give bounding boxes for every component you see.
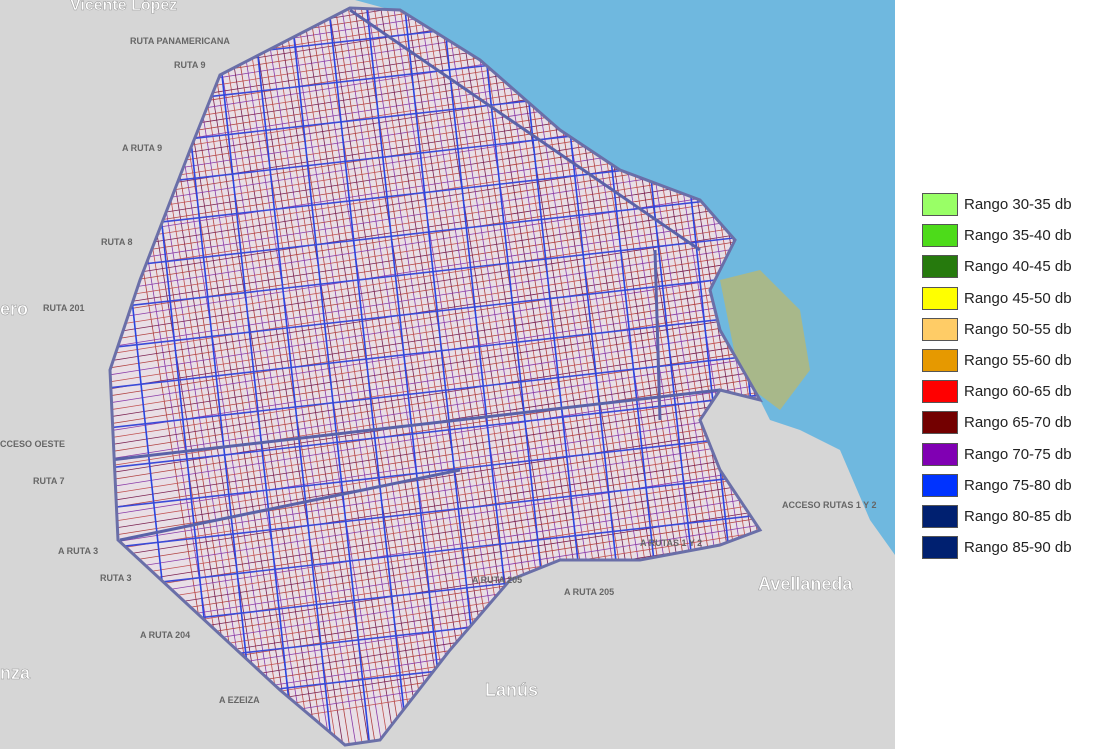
map-label: A RUTAS 1 Y 2 (640, 538, 702, 548)
legend-label: Rango 75-80 db (964, 476, 1072, 494)
legend-swatch (922, 442, 958, 466)
street (223, 8, 344, 745)
map-label: RUTA 9 (174, 60, 206, 70)
map-label: CCESO OESTE (0, 439, 65, 449)
legend-label: Rango 65-70 db (964, 414, 1072, 432)
street (281, 8, 403, 745)
city-border (108, 6, 764, 747)
river (355, 0, 895, 555)
highway (110, 388, 721, 462)
map-label: Vicente López (70, 0, 177, 14)
avenue (289, 8, 371, 745)
map-label: ero (0, 299, 28, 319)
legend-swatch (922, 286, 958, 310)
highway (653, 249, 662, 421)
map-label: RUTA 201 (43, 303, 85, 313)
legend-item: Rango 65-70 db (922, 411, 1072, 442)
legend-swatch (922, 380, 958, 404)
street (327, 8, 448, 745)
map-label: nza (0, 663, 31, 683)
street (110, 370, 760, 512)
map-label: A RUTA 9 (122, 143, 162, 153)
street (268, 8, 390, 745)
street (346, 8, 468, 745)
legend-item: Rango 75-80 db (922, 473, 1072, 505)
legend-label: Rango 85-90 db (964, 539, 1072, 557)
legend-item: Rango 70-75 db (922, 442, 1072, 474)
map-label: Lanús (485, 680, 538, 700)
legend-item: Rango 35-40 db (922, 224, 1072, 255)
street (242, 8, 364, 745)
street (190, 8, 312, 745)
legend-label: Rango 40-45 db (964, 258, 1072, 276)
highway (119, 468, 461, 542)
street (353, 8, 474, 745)
legend-item: Rango 80-85 db (922, 504, 1072, 536)
street (197, 8, 318, 745)
map-label: A EZEIZA (219, 695, 260, 705)
avenue (327, 8, 409, 745)
legend: Rango 30-35 db Rango 35-40 db Rango 40-45 … (922, 193, 1072, 567)
map-label: A RUTA 205 (564, 587, 614, 597)
legend-swatch (922, 224, 958, 248)
street (333, 8, 455, 745)
legend-swatch (922, 348, 958, 372)
legend-swatch (922, 317, 958, 341)
map-label: RUTA 3 (100, 573, 132, 583)
legend-label: Rango 80-85 db (964, 507, 1072, 525)
street (314, 8, 435, 745)
map-label: A RUTA 205 (472, 575, 522, 585)
map: Vicente López RUTA PANAMERICANA RUTA 9 A… (0, 0, 895, 749)
legend-item: Rango 85-90 db (922, 536, 1072, 567)
legend-item: Rango 45-50 db (922, 286, 1072, 318)
street (110, 363, 760, 505)
legend-label: Rango 55-60 db (964, 351, 1072, 369)
legend-item: Rango 40-45 db (922, 255, 1072, 286)
legend-item: Rango 50-55 db (922, 317, 1072, 349)
legend-swatch (922, 255, 958, 279)
legend-swatch (922, 504, 958, 528)
highway (349, 8, 701, 252)
map-label: A RUTA 3 (58, 546, 98, 556)
legend-label: Rango 35-40 db (964, 227, 1072, 245)
legend-label: Rango 60-65 db (964, 383, 1072, 401)
legend-label: Rango 45-50 db (964, 289, 1072, 307)
legend-item: Rango 55-60 db (922, 348, 1072, 380)
street (262, 8, 383, 745)
legend-item: Rango 30-35 db (922, 193, 1072, 224)
map-label: RUTA 7 (33, 476, 65, 486)
legend-item: Rango 60-65 db (922, 380, 1072, 411)
legend-swatch (922, 536, 958, 560)
map-label: ACCESO RUTAS 1 Y 2 (782, 500, 877, 510)
map-label: Avellaneda (758, 574, 853, 594)
legend-swatch (922, 473, 958, 497)
street (216, 8, 338, 745)
avenue (365, 8, 447, 745)
street (236, 8, 357, 745)
legend-swatch (922, 193, 958, 216)
map-label: RUTA 8 (101, 237, 133, 247)
avenue (251, 8, 333, 745)
map-label: A RUTA 204 (140, 630, 190, 640)
legend-swatch (922, 411, 958, 435)
legend-label: Rango 30-35 db (964, 196, 1072, 213)
avenue (213, 8, 295, 745)
map-label: RUTA PANAMERICANA (130, 36, 230, 46)
legend-label: Rango 50-55 db (964, 320, 1072, 338)
legend-label: Rango 70-75 db (964, 445, 1072, 463)
